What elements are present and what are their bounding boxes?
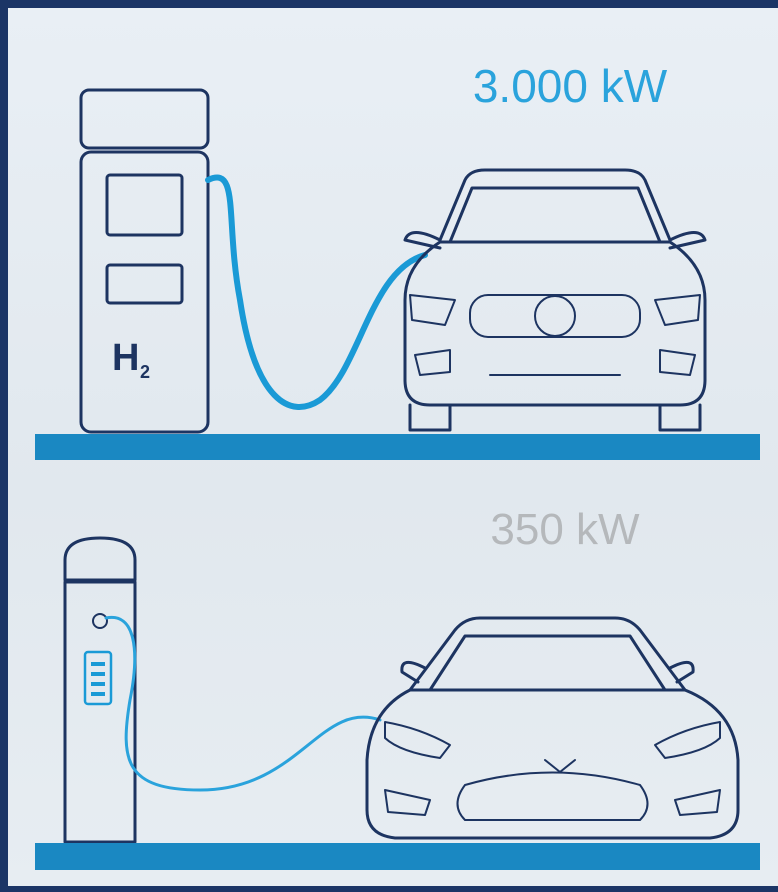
- page: H 2 3.000 kW 350 kW (() => { const: [0, 0, 778, 892]
- h2-letter: H: [112, 337, 139, 379]
- bottom-power: 350 kW: [490, 505, 640, 554]
- illustration: H 2 3.000 kW 350 kW: [0, 0, 778, 892]
- top-power: 3.000 kW: [473, 60, 668, 112]
- ground-top: [35, 434, 760, 460]
- ground-bottom: [35, 843, 760, 870]
- h2-subscript: 2: [140, 362, 150, 382]
